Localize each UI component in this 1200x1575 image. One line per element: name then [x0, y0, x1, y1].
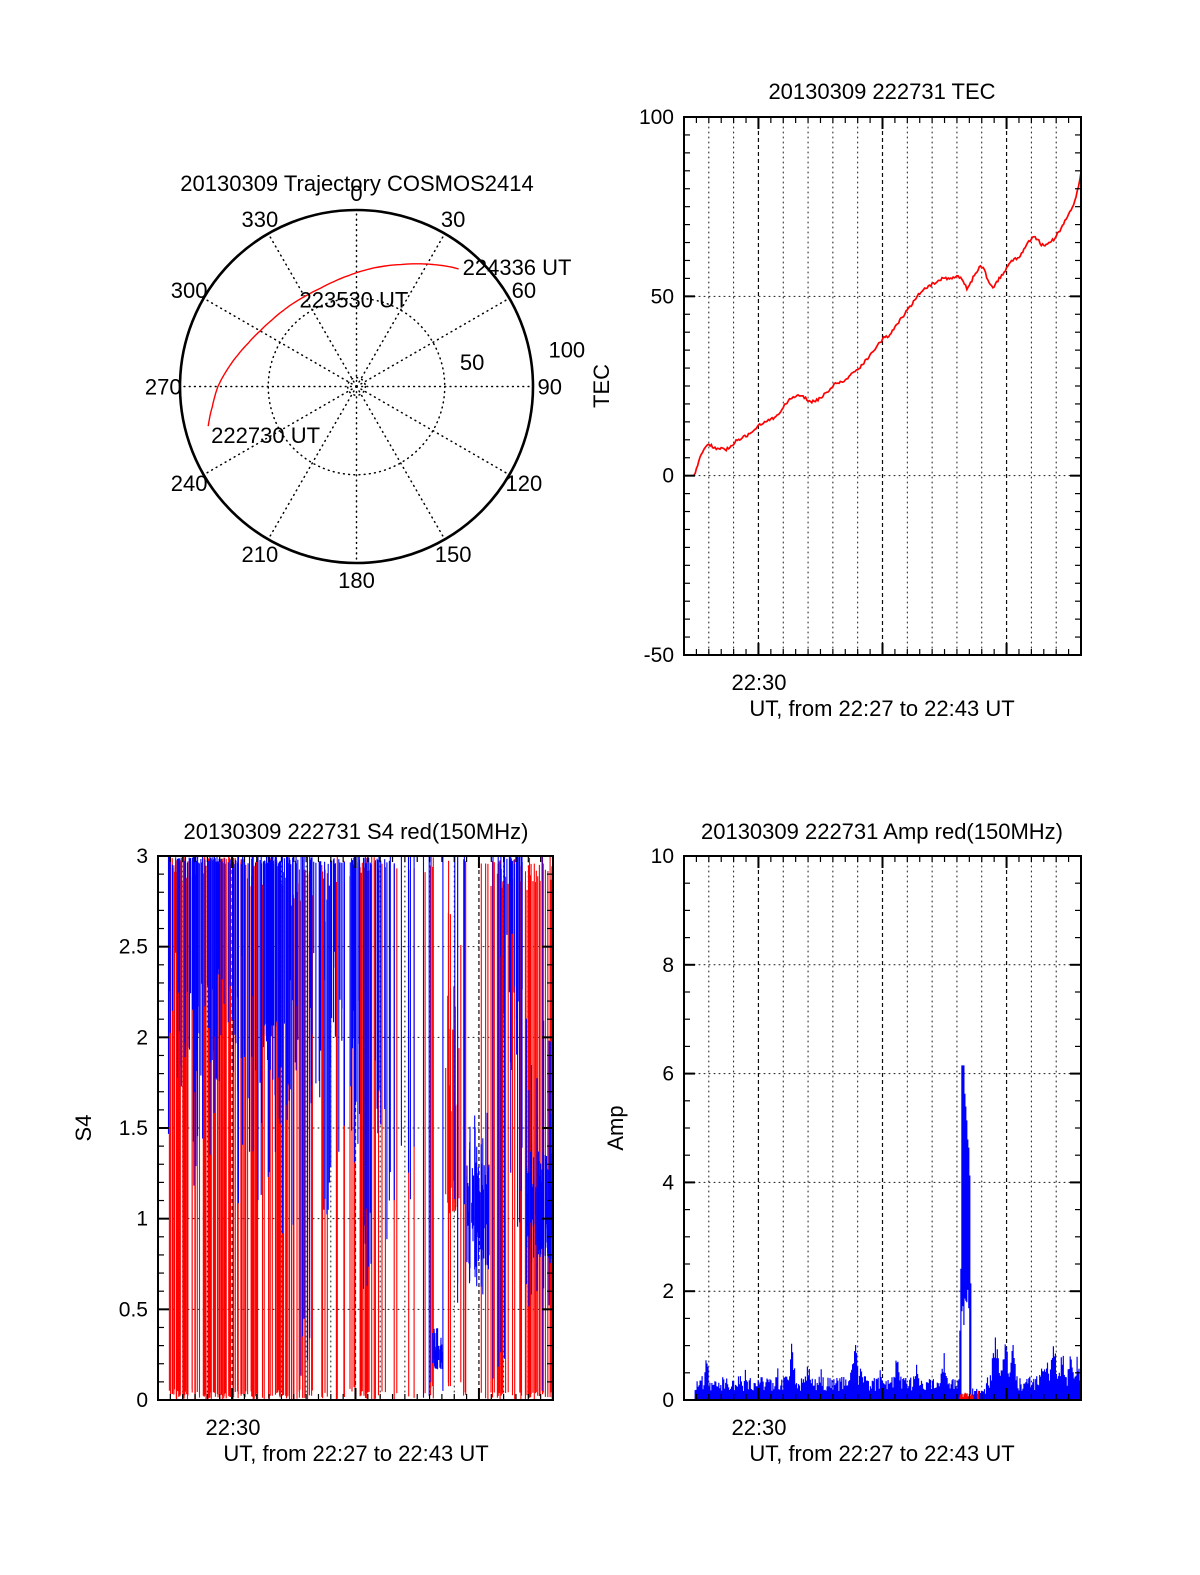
polar-az-label: 300 [171, 278, 208, 303]
s4-series [167, 856, 554, 1400]
trajectory-time-label: 224336 UT [463, 255, 572, 280]
amp-ytick-label: 4 [662, 1171, 674, 1194]
amp-xtick-label: 22:30 [731, 1415, 786, 1440]
polar-az-label: 90 [538, 375, 562, 400]
polar-spoke [355, 385, 446, 541]
s4-ytick-label: 1 [136, 1208, 148, 1231]
trajectory-time-label: 222730 UT [211, 423, 320, 448]
polar-az-label: 270 [145, 375, 182, 400]
amp-xlabel: UT, from 22:27 to 22:43 UT [749, 1441, 1014, 1466]
amp-ylabel: Amp [603, 1105, 628, 1150]
polar-title: 20130309 Trajectory COSMOS2414 [180, 171, 533, 196]
tec-xtick-label: 22:30 [731, 670, 786, 695]
polar-outer-circle [178, 208, 535, 565]
amp-ytick-label: 0 [662, 1389, 674, 1412]
tec-title: 20130309 222731 TEC [768, 79, 995, 104]
polar-plot: 0 30 60 90 120 150 180 210 240 270 300 330 50 100 2227… [145, 181, 585, 593]
polar-spoke [202, 297, 358, 388]
amp-red-series [959, 1390, 980, 1400]
tec-ytick-label: 100 [639, 106, 674, 129]
trajectory-time-label: 223530 UT [300, 288, 409, 313]
amp-ytick-label: 8 [662, 954, 674, 977]
s4-red-series [168, 856, 554, 1400]
tec-ytick-label: -50 [644, 644, 674, 667]
polar-ring-label: 100 [548, 337, 585, 362]
s4-ytick-label: 2 [136, 1026, 148, 1049]
polar-az-label: 330 [242, 207, 279, 232]
s4-xlabel: UT, from 22:27 to 22:43 UT [223, 1441, 488, 1466]
polar-az-label: 120 [506, 471, 543, 496]
polar-spoke [355, 232, 446, 388]
polar-az-label: 60 [512, 278, 536, 303]
polar-spoke [267, 232, 358, 388]
polar-az-label: 180 [338, 568, 375, 593]
amp-grid [683, 855, 1082, 1401]
amp-ytick-label: 6 [662, 1063, 674, 1086]
tec-axes: -50 0 50 100 [639, 106, 1082, 667]
trajectory-path [207, 263, 459, 427]
polar-az-label: 0 [350, 181, 362, 206]
tec-series-path [693, 172, 1082, 476]
s4-ylabel: S4 [71, 1115, 96, 1142]
tec-grid [683, 116, 1082, 656]
amp-axes: 0 2 4 6 8 10 [651, 845, 1082, 1412]
s4-ytick-label: 1.5 [119, 1117, 148, 1140]
tec-xlabel: UT, from 22:27 to 22:43 UT [749, 696, 1014, 721]
tec-ytick-label: 50 [651, 285, 674, 308]
s4-title: 20130309 222731 S4 red(150MHz) [184, 819, 529, 844]
amp-ytick-label: 2 [662, 1280, 674, 1303]
polar-az-label: 30 [441, 207, 465, 232]
amp-blue-series [694, 1065, 1081, 1400]
tec-series [693, 172, 1082, 476]
amp-series [694, 1065, 1081, 1400]
tec-ytick-label: 0 [662, 465, 674, 488]
amp-title: 20130309 222731 Amp red(150MHz) [701, 819, 1063, 844]
tec-ylabel: TEC [589, 364, 614, 408]
polar-ring-5 [346, 376, 367, 397]
s4-xtick-label: 22:30 [205, 1415, 260, 1440]
polar-az-label: 150 [435, 542, 472, 567]
polar-spoke [355, 385, 511, 476]
s4-ytick-label: 3 [136, 845, 148, 868]
polar-spoke [355, 297, 511, 388]
polar-ring-label: 50 [460, 350, 484, 375]
amp-ytick-label: 10 [651, 845, 674, 868]
polar-spoke [267, 385, 358, 541]
polar-spoke [202, 385, 358, 476]
s4-ytick-label: 2.5 [119, 936, 148, 959]
s4-ytick-label: 0.5 [119, 1298, 148, 1321]
polar-az-label: 210 [242, 542, 279, 567]
s4-axes: 0 0.5 1 1.5 2 2.5 3 [119, 845, 554, 1412]
s4-blue-series [167, 856, 554, 1398]
s4-ytick-label: 0 [136, 1389, 148, 1412]
polar-az-label: 240 [171, 471, 208, 496]
